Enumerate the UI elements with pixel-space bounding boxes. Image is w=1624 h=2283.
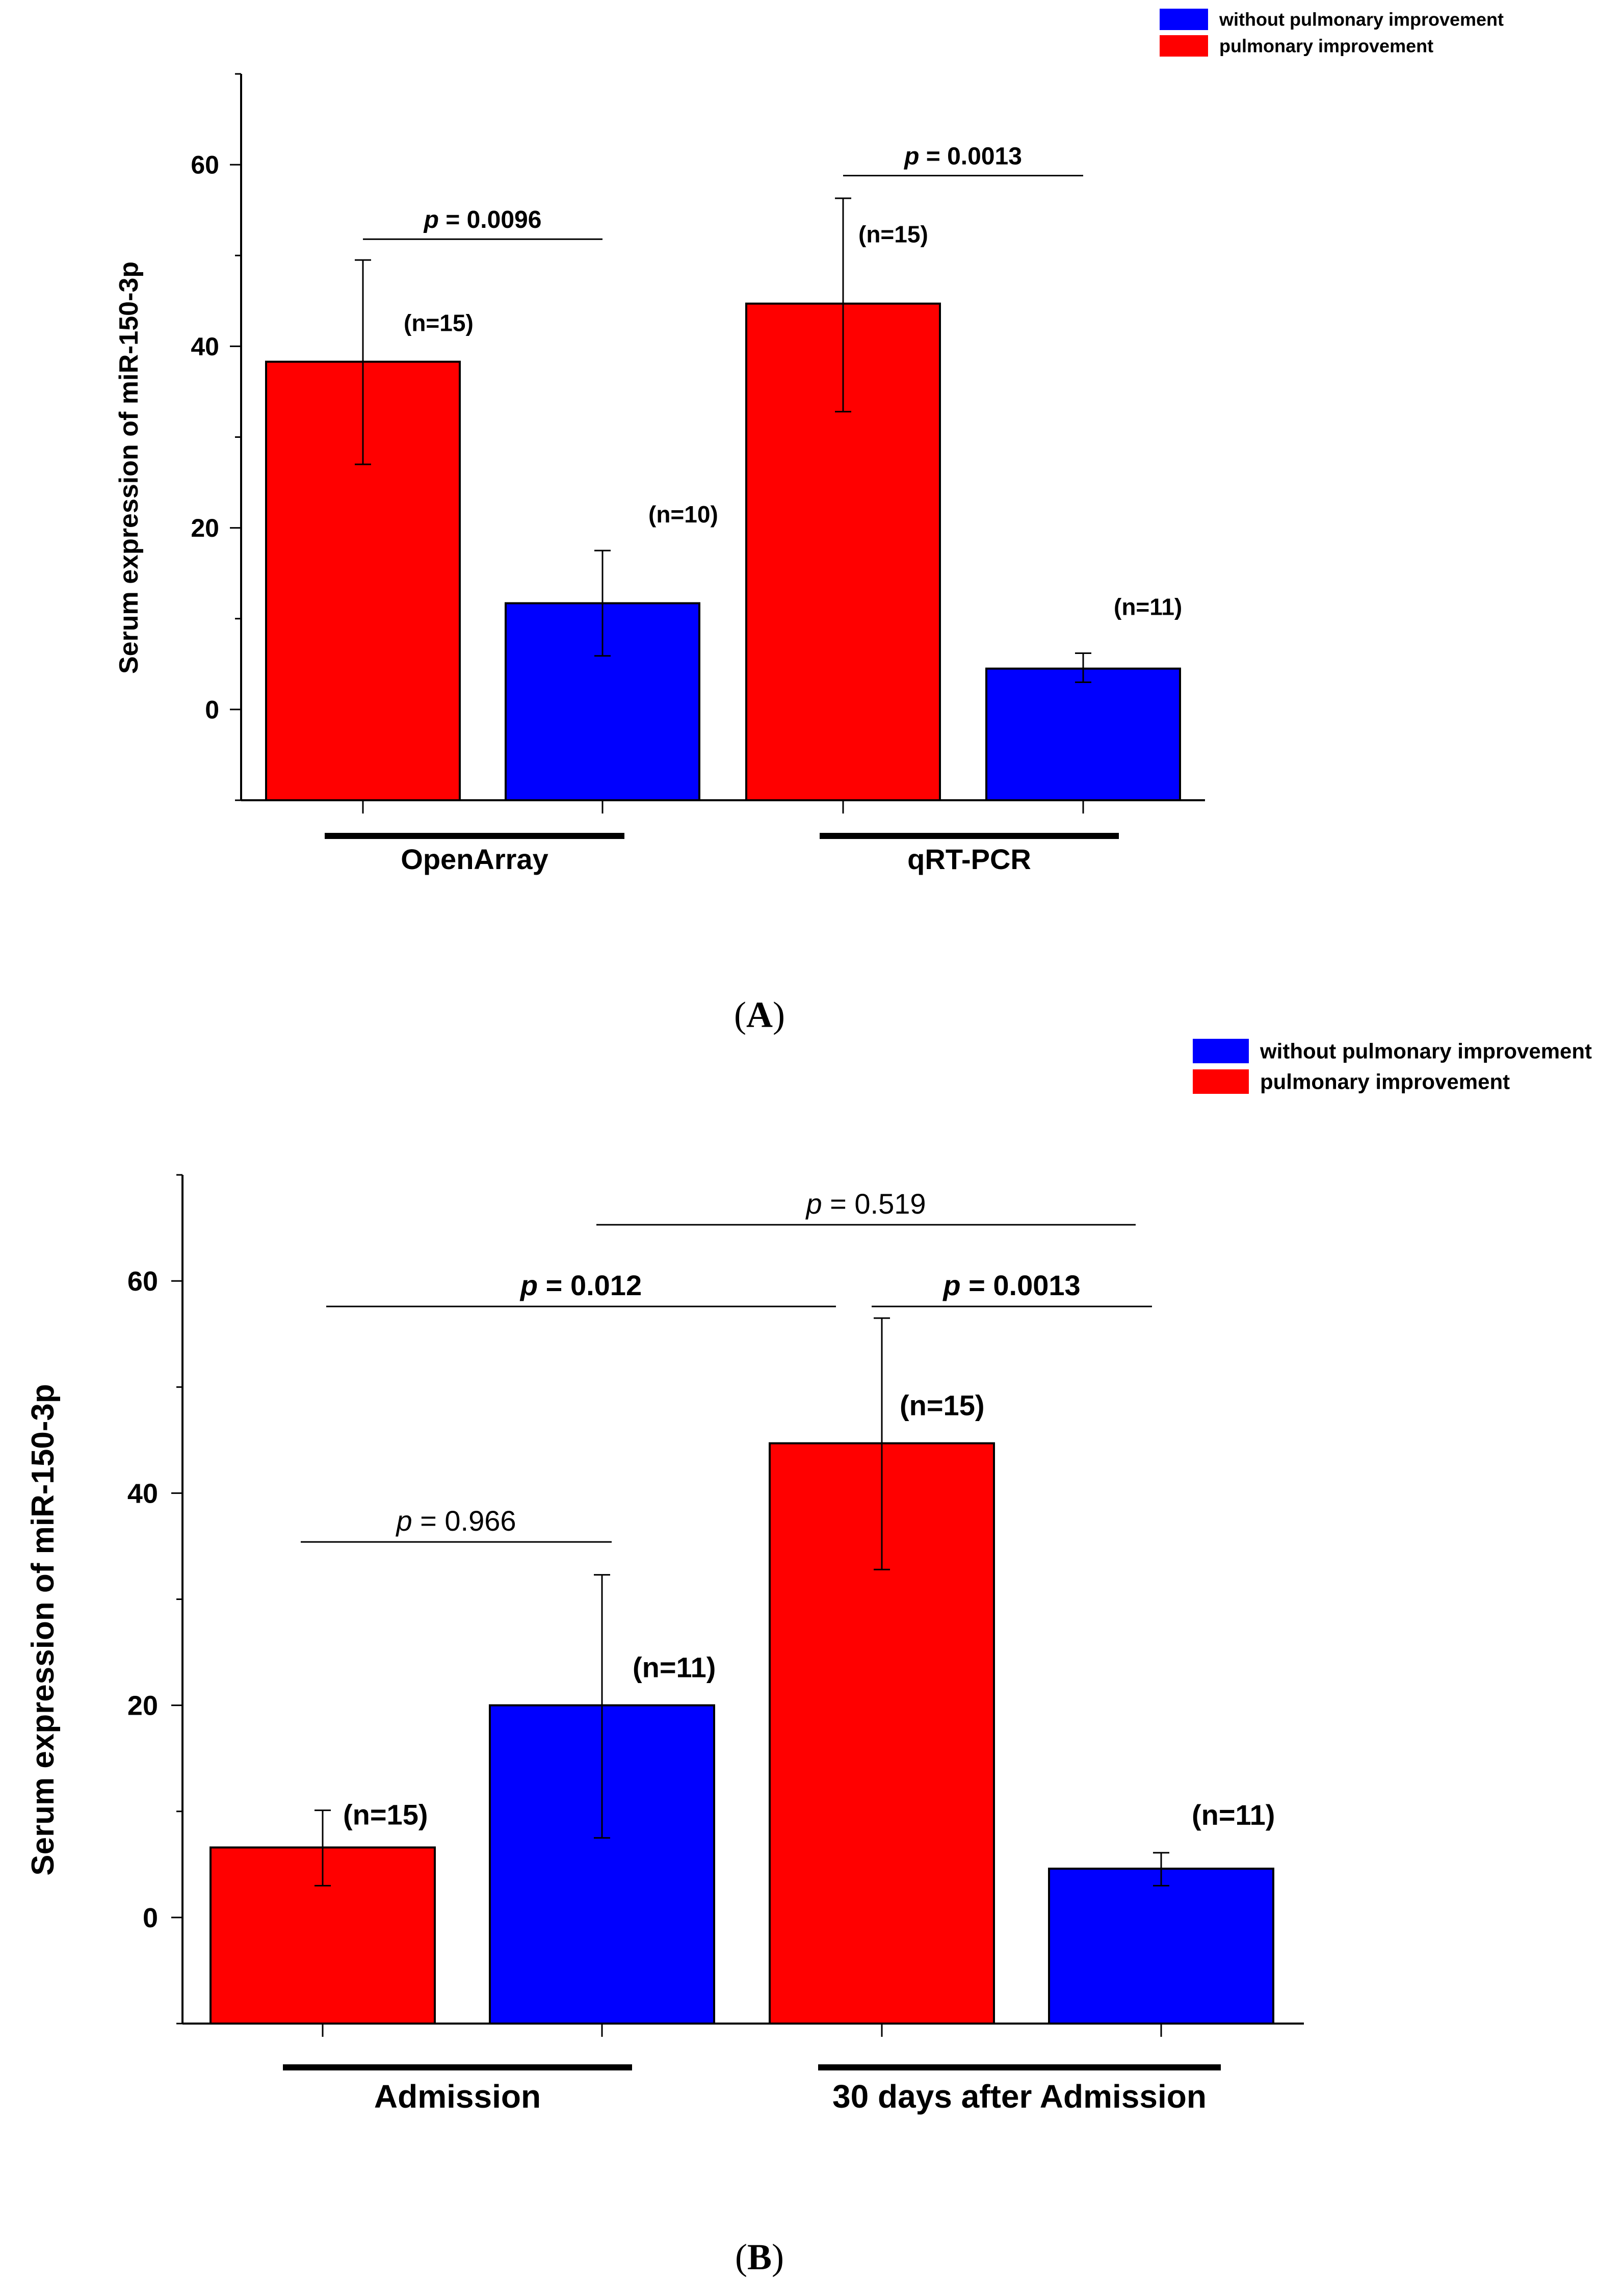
p-value-label-2: p = 0.0013 (942, 1269, 1080, 1301)
p-symbol: p (805, 1188, 822, 1220)
y-axis-label: Serum expression of miR-150-3p (25, 1384, 61, 1876)
y-tick-label: 0 (205, 695, 219, 724)
legend-swatch-red (1160, 35, 1208, 57)
p-symbol: p (942, 1269, 960, 1301)
legend-label-without-improvement: without pulmonary improvement (1219, 9, 1504, 30)
legend-label-improvement: pulmonary improvement (1260, 1070, 1510, 1094)
legend-label-without-improvement: without pulmonary improvement (1260, 1039, 1592, 1063)
p-symbol: p (395, 1505, 412, 1537)
bar-blue-3 (985, 667, 1181, 801)
n-label-1: (n=11) (633, 1651, 716, 1684)
group-label-1: qRT-PCR (907, 843, 1031, 875)
p-value-label-0: p = 0.519 (805, 1188, 926, 1220)
n-label-0: (n=15) (343, 1799, 428, 1831)
y-axis-label: Serum expression of miR-150-3p (114, 261, 144, 674)
panel-letter: B (747, 2237, 772, 2277)
legend: without pulmonary improvement pulmonary i… (1160, 9, 1504, 57)
p-value-text: = 0.0096 (439, 206, 542, 233)
legend-label-improvement: pulmonary improvement (1219, 36, 1433, 57)
panel-label: (A) (734, 994, 785, 1035)
n-label-3: (n=11) (1192, 1799, 1275, 1831)
y-tick-label: 40 (191, 332, 219, 361)
y-tick-label: 20 (191, 514, 219, 542)
legend-swatch-red (1193, 1069, 1249, 1094)
p-symbol: p (903, 143, 919, 170)
y-tick-label: 20 (127, 1691, 158, 1721)
panel-paren-open: ( (734, 994, 746, 1035)
n-label-0: (n=15) (404, 310, 474, 336)
group-label-0: Admission (374, 2078, 541, 2115)
y-tick-label: 60 (191, 151, 219, 179)
panel-paren-close: ) (773, 994, 785, 1035)
group-label-0: OpenArray (401, 843, 548, 875)
chart-panel-b: without pulmonary improvement pulmonary i… (25, 1039, 1592, 2277)
n-label-2: (n=15) (858, 221, 928, 248)
p-value-label-1: p = 0.012 (519, 1269, 642, 1301)
y-tick-label: 40 (127, 1478, 158, 1509)
bar-blue-3 (1048, 1868, 1274, 2025)
n-label-3: (n=11) (1114, 593, 1182, 620)
chart-panel-a: without pulmonary improvement pulmonary i… (114, 9, 1504, 1035)
p-value-label-0: p = 0.0096 (423, 206, 542, 233)
panel-label: (B) (735, 2237, 784, 2277)
panel-paren-open: ( (735, 2237, 747, 2277)
p-value-text: = 0.966 (412, 1505, 516, 1537)
p-symbol: p (423, 206, 439, 233)
p-value-text: = 0.0013 (919, 143, 1022, 170)
n-label-2: (n=15) (900, 1389, 985, 1422)
group-label-1: 30 days after Admission (832, 2078, 1207, 2115)
y-tick-label: 60 (127, 1266, 158, 1297)
y-tick-label: 0 (143, 1903, 158, 1933)
p-value-label-1: p = 0.0013 (903, 143, 1022, 170)
legend-swatch-blue (1160, 9, 1208, 30)
panel-letter: A (746, 994, 773, 1035)
p-value-text: = 0.012 (538, 1269, 642, 1301)
legend-swatch-blue (1193, 1039, 1249, 1063)
p-value-label-3: p = 0.966 (395, 1505, 516, 1537)
p-symbol: p (519, 1269, 538, 1301)
p-value-text: = 0.0013 (961, 1269, 1081, 1301)
panel-paren-close: ) (772, 2237, 784, 2277)
legend: without pulmonary improvement pulmonary i… (1193, 1039, 1592, 1094)
p-value-text: = 0.519 (822, 1188, 926, 1220)
n-label-1: (n=10) (648, 501, 718, 528)
